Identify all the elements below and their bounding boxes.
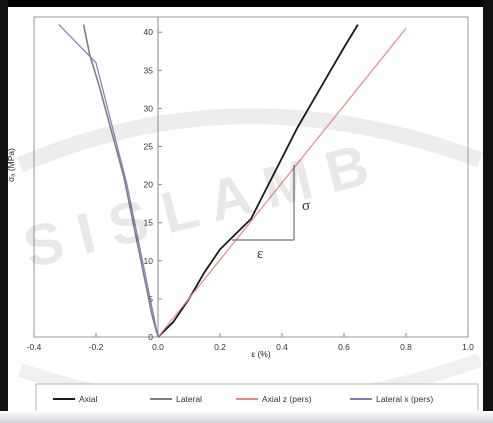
legend-label: Axial	[79, 394, 98, 404]
x-tick-label: 0.2	[214, 342, 226, 352]
y-tick-label: 25	[144, 142, 154, 152]
y-axis-label: σₐ (MPa)	[6, 148, 16, 182]
series-line-lateral	[82, 24, 159, 338]
x-tick-label: 0.4	[276, 342, 288, 352]
y-tick-label: 40	[144, 27, 154, 37]
plot-area	[33, 16, 469, 338]
y-tick-label: 10	[144, 256, 154, 266]
x-tick-label: 0.8	[400, 342, 412, 352]
watermark-swoosh	[16, 108, 483, 173]
x-axis-label: ε (%)	[251, 349, 271, 359]
y-tick-label: 35	[144, 65, 154, 75]
series-line-axial-z-pers-	[157, 28, 407, 338]
y-tick-label: 0	[148, 332, 153, 342]
x-tick-label: 0.0	[152, 342, 164, 352]
series-lines	[58, 24, 407, 338]
watermark-text: S I S L A M B	[17, 132, 375, 280]
y-tick-label: 15	[144, 218, 154, 228]
sigma-annotation: σ	[302, 198, 310, 214]
legend-label: Lateral x (pers)	[376, 394, 433, 404]
y-tick-label: 30	[144, 103, 154, 113]
legend-label: Axial z (pers)	[262, 394, 312, 404]
legend: Axial Lateral Axial z (pers) Lateral x (per…	[53, 394, 433, 404]
x-tick-label: 0.6	[338, 342, 350, 352]
x-tick-label: -0.4	[27, 342, 42, 352]
epsilon-annotation: ε	[257, 246, 263, 262]
series-line-lateral-x-pers-	[58, 24, 159, 338]
legend-label: Lateral	[176, 394, 202, 404]
y-tick-label: 20	[144, 180, 154, 190]
window-left-border	[0, 0, 8, 423]
window-right-border	[483, 0, 493, 423]
strain-triangle: σ ε	[232, 165, 310, 262]
x-tick-label: 1.0	[462, 342, 474, 352]
window-top-border	[0, 0, 493, 7]
window-bottom-shade	[0, 411, 493, 423]
x-tick-label: -0.2	[89, 342, 104, 352]
